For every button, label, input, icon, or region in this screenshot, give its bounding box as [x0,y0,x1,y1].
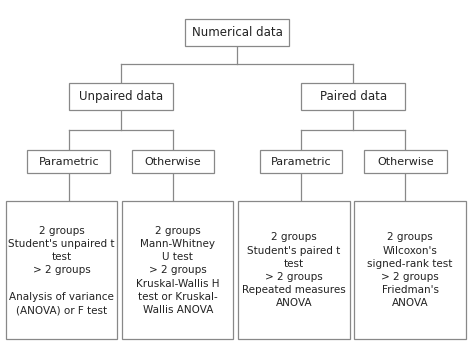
FancyBboxPatch shape [131,150,214,173]
Text: Paired data: Paired data [319,90,387,103]
Text: 2 groups
Wilcoxon's
signed-rank test
> 2 groups
Friedman's
ANOVA: 2 groups Wilcoxon's signed-rank test > 2… [367,232,453,309]
FancyBboxPatch shape [27,150,110,173]
FancyBboxPatch shape [69,83,173,110]
FancyBboxPatch shape [122,201,233,339]
Text: Otherwise: Otherwise [377,156,434,167]
FancyBboxPatch shape [301,83,405,110]
FancyBboxPatch shape [259,150,342,173]
Text: 2 groups
Student's paired t
test
> 2 groups
Repeated measures
ANOVA: 2 groups Student's paired t test > 2 gro… [242,232,346,309]
Text: Parametric: Parametric [38,156,99,167]
Text: Unpaired data: Unpaired data [79,90,163,103]
Text: Parametric: Parametric [271,156,331,167]
FancyBboxPatch shape [185,19,289,46]
FancyBboxPatch shape [354,201,465,339]
Text: 2 groups
Mann-Whitney
U test
> 2 groups
Kruskal-Wallis H
test or Kruskal-
Wallis: 2 groups Mann-Whitney U test > 2 groups … [136,226,219,315]
FancyBboxPatch shape [364,150,447,173]
FancyBboxPatch shape [6,201,117,339]
Text: Otherwise: Otherwise [145,156,201,167]
Text: 2 groups
Student's unpaired t
test
> 2 groups

Analysis of variance
(ANOVA) or F: 2 groups Student's unpaired t test > 2 g… [9,226,115,315]
Text: Numerical data: Numerical data [191,26,283,39]
FancyBboxPatch shape [238,201,349,339]
